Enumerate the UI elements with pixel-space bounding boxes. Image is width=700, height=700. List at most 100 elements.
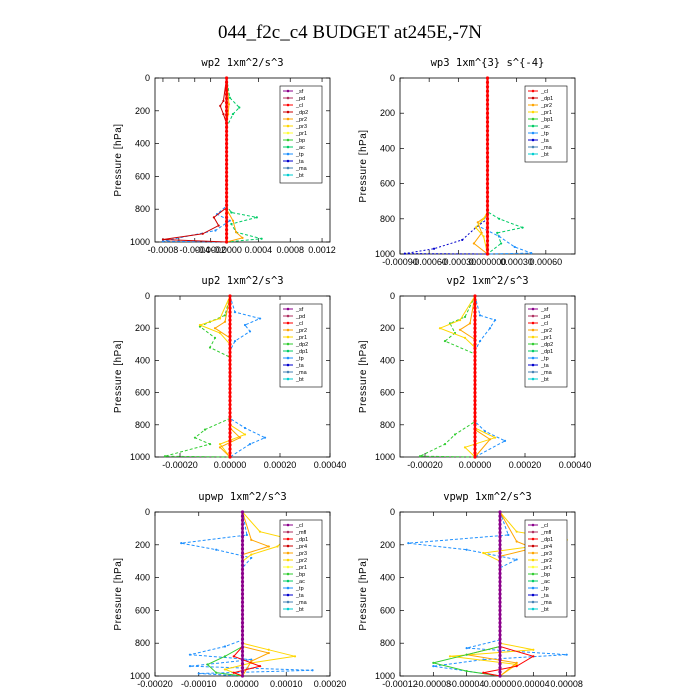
series-marker (227, 103, 231, 106)
series-marker (498, 551, 502, 555)
legend-marker (531, 124, 535, 128)
legend-entry: _ma (540, 600, 553, 606)
series-marker (258, 530, 262, 533)
series-marker (473, 310, 477, 314)
series-marker (248, 443, 252, 446)
x-tick-label: -0.00008 (416, 679, 452, 689)
series-marker (485, 116, 490, 120)
legend-entry: _ac (540, 579, 550, 585)
legend-entry: _dp1 (540, 537, 553, 543)
series-line-pr2 (214, 295, 241, 458)
series-marker (498, 612, 502, 617)
y-tick-label: 600 (380, 179, 395, 189)
x-tick-label: -0.00010 (181, 679, 217, 689)
y-tick-label: 0 (390, 291, 395, 301)
series-marker (223, 320, 227, 323)
series-marker (485, 195, 490, 199)
legend-entry: _tp (295, 586, 304, 592)
legend-entry: _ac (540, 124, 550, 130)
legend-entry: _tp (540, 131, 549, 137)
legend-marker (531, 579, 535, 583)
series-marker (485, 252, 490, 256)
series-marker (276, 545, 279, 548)
y-axis-label: Pressure [hPa] (113, 340, 124, 413)
series-marker (240, 514, 245, 518)
legend-entry: _pr2 (295, 558, 307, 564)
x-tick-label: 0.00010 (270, 679, 303, 689)
series-marker (224, 232, 229, 236)
series-marker (465, 669, 468, 673)
legend-marker (286, 321, 290, 325)
series-marker (473, 306, 477, 310)
x-tick-label: 0.000000 (469, 257, 507, 267)
series-marker (496, 231, 499, 234)
series-marker (224, 133, 229, 137)
series-marker (228, 342, 232, 346)
y-tick-label: 400 (380, 573, 395, 583)
series-marker (240, 649, 245, 654)
series-marker (224, 125, 229, 129)
y-tick-label: 0 (145, 507, 150, 517)
legend-marker (531, 363, 535, 367)
legend-entry: _pr2 (295, 328, 307, 334)
series-marker (230, 211, 233, 214)
legend-entry: _bt (540, 607, 549, 613)
series-marker (473, 431, 477, 435)
series-marker (267, 545, 270, 548)
y-tick-label: 400 (380, 355, 395, 365)
series-marker (233, 311, 237, 314)
series-marker (240, 526, 245, 531)
legend-marker (286, 586, 290, 590)
legend-entry: _bp (295, 572, 305, 578)
series-marker (485, 124, 490, 128)
series-marker (193, 436, 197, 439)
series-marker (161, 240, 165, 243)
series-marker (485, 243, 490, 247)
series-marker (485, 164, 490, 168)
legend-marker (286, 166, 290, 170)
series-marker (232, 655, 235, 658)
series-marker (224, 84, 229, 88)
series-marker (228, 298, 232, 302)
series-marker (188, 653, 192, 656)
series-marker (228, 350, 232, 354)
legend-marker (286, 307, 290, 311)
series-marker (228, 399, 232, 403)
series-marker (473, 366, 477, 371)
legend-marker (286, 356, 290, 360)
series-marker (224, 236, 229, 240)
series-marker (240, 629, 245, 633)
series-marker (473, 334, 477, 338)
series-marker (240, 563, 245, 567)
series-marker (473, 399, 477, 403)
legend-entry: _sf (540, 307, 549, 313)
legend-entry: _pr4 (295, 544, 307, 550)
series-marker (232, 671, 235, 674)
series-marker (228, 326, 232, 330)
series-marker (465, 653, 468, 656)
legend-entry: _bt (540, 152, 549, 158)
panel-title: wp3 1xm^{3} s^{-4} (431, 57, 545, 69)
series-marker (224, 117, 229, 121)
series-marker (473, 358, 477, 362)
series-marker (228, 362, 232, 367)
series-marker (258, 317, 262, 320)
legend-entry: _mfl (295, 530, 306, 536)
legend-marker (531, 551, 535, 555)
series-marker (498, 580, 502, 584)
series-marker (260, 237, 263, 240)
series-marker (240, 645, 245, 649)
legend-box (279, 519, 323, 618)
legend-marker (531, 321, 535, 325)
series-marker (231, 219, 235, 222)
series-marker (513, 245, 516, 249)
series-marker (224, 121, 229, 125)
series-marker (240, 543, 245, 547)
legend-marker (286, 558, 290, 562)
series-marker (498, 576, 502, 580)
panel-title: wp2 1xm^2/s^3 (201, 57, 283, 69)
series-marker (498, 547, 502, 551)
series-marker (228, 96, 231, 99)
legend-entry: _pr3 (295, 551, 307, 557)
x-tick-label: 0.00040 (314, 460, 347, 470)
